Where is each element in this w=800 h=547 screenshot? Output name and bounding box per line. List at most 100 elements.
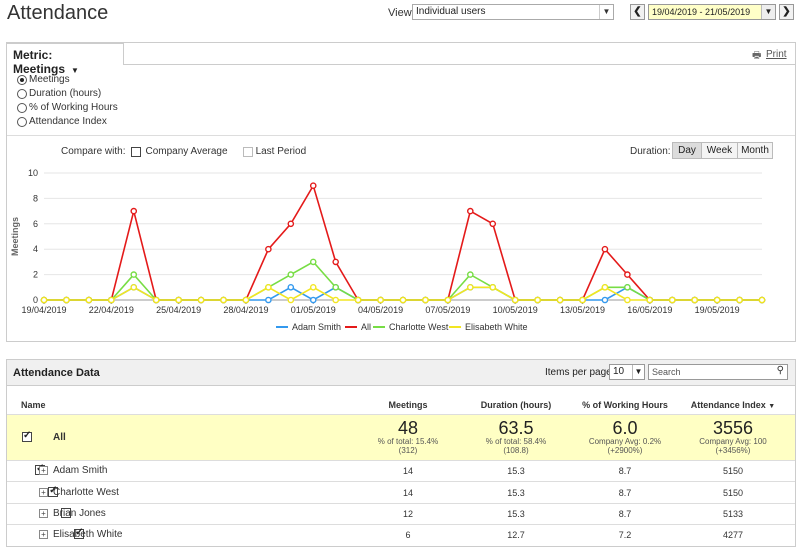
data-point [467,207,474,215]
chevron-down-icon: ▼ [599,5,613,19]
all-duration-sub1: % of total: 58.4% [485,437,547,446]
row-duration: 12.7 [507,530,525,540]
y-tick-label: 4 [33,244,38,254]
duration-label: Duration: [630,146,671,157]
data-point [332,284,339,291]
duration-week-button[interactable]: Week [701,142,738,159]
column-header-meetings[interactable]: Meetings [388,400,428,410]
data-point [601,245,609,253]
metric-tab-label: Metric: Meetings [13,48,66,76]
data-point [556,296,564,304]
metric-option-label: % of Working Hours [29,102,118,113]
data-point [85,296,93,304]
legend-item-elisabeth-white[interactable]: Elisabeth White [449,322,528,332]
search-placeholder: Search [652,367,681,377]
company-average-checkbox[interactable] [131,146,142,157]
data-point [489,284,497,291]
row-working-hours: 8.7 [618,488,632,498]
legend-swatch [449,326,461,328]
view-select-value: Individual users [416,6,486,17]
all-attendance-index-sub2: (+3456%) [715,446,751,455]
x-tick-label: 01/05/2019 [291,305,336,315]
column-header-name[interactable]: Name [21,400,46,410]
row-checkbox[interactable] [48,485,59,497]
radio-button[interactable] [17,116,27,127]
view-select[interactable]: Individual users ▼ [412,4,614,20]
select-all-checkbox[interactable] [22,430,32,442]
items-per-page-select[interactable]: 10 ▼ [609,364,645,380]
data-point [309,284,317,291]
expand-icon[interactable]: + [39,530,48,539]
data-point [736,296,743,304]
data-point [377,296,384,304]
all-attendance-index-sub1: Company Avg: 100 [699,437,767,446]
printer-icon[interactable]: 🖶 [752,50,762,61]
column-header-working-hours[interactable]: % of Working Hours [582,400,668,410]
legend-item-all[interactable]: All [345,322,371,332]
legend-swatch [373,326,385,328]
row-checkbox[interactable] [61,508,72,518]
data-point [646,296,654,304]
legend-item-adam-smith[interactable]: Adam Smith [276,322,341,332]
divider [7,524,795,525]
row-attendance-index: 5150 [722,466,744,476]
radio-button[interactable] [17,74,27,85]
date-range-picker[interactable]: 19/04/2019 - 21/05/2019 ▼ [648,4,776,20]
last-period-checkbox[interactable] [242,146,253,157]
metric-option-label: Meetings [29,74,70,85]
row-attendance-index: 5133 [722,509,744,519]
data-point [691,296,698,304]
expand-icon[interactable]: + [39,488,48,497]
search-input[interactable]: Search ⚲ [648,364,788,380]
legend-label: All [361,322,372,332]
radio-button[interactable] [17,88,27,99]
chevron-left-icon: ❮ [633,6,642,17]
column-header-attendance-index[interactable]: Attendance Index ▼ [681,400,785,410]
row-working-hours: 8.7 [618,466,632,476]
metric-dropdown-tab[interactable]: Metric: Meetings ▼ [6,43,124,76]
metric-option-attendance-index[interactable]: Attendance Index [17,116,107,127]
all-meetings-value: 48 [397,418,419,438]
page-title: Attendance [7,2,109,24]
data-point [399,296,407,304]
metric-option-meetings[interactable]: Meetings [17,74,70,85]
x-tick-label: 16/05/2019 [627,305,672,315]
search-icon[interactable]: ⚲ [776,365,784,376]
y-axis-label: Meetings [10,217,20,256]
print-link[interactable]: Print [766,49,787,60]
data-point [601,296,609,304]
data-point [668,296,676,304]
data-point [467,284,474,291]
data-point [309,258,317,266]
legend-item-charlotte-west[interactable]: Charlotte West [373,322,448,332]
data-point [422,296,429,304]
all-duration-value: 63.5 [498,418,534,438]
radio-button[interactable] [17,102,27,113]
chevron-down-icon: ▼ [761,5,775,19]
metric-option-duration[interactable]: Duration (hours) [17,88,101,99]
duration-month-button[interactable]: Month [737,142,773,159]
all-row-label: All [53,432,66,443]
duration-day-button[interactable]: Day [672,142,702,159]
expand-icon[interactable]: + [39,509,48,518]
y-tick-label: 6 [33,219,38,229]
prev-period-button[interactable]: ❮ [630,4,645,20]
expand-icon[interactable]: + [39,466,48,475]
row-checkbox[interactable] [74,527,85,539]
x-tick-label: 19/05/2019 [695,305,740,315]
legend-swatch [276,326,288,328]
row-name: Charlotte West [53,487,119,498]
data-point [534,296,541,304]
next-period-button[interactable]: ❯ [779,4,794,20]
chart-panel [6,42,796,342]
meetings-line-chart: 0 2 4 6 8 10 Meetings 19/04/2019 22/04/2019 25/04… [10,168,766,315]
metric-option-working-hours[interactable]: % of Working Hours [17,102,118,113]
data-point [287,220,295,228]
all-attendance-index-value: 3556 [712,418,754,438]
all-meetings-sub1: % of total: 15.4% [377,437,439,446]
x-tick-label: 19/04/2019 [21,305,66,315]
compare-with-group: Compare with: Company Average Last Perio… [61,146,306,157]
legend-label: Charlotte West [389,322,449,332]
row-meetings: 12 [402,509,413,519]
column-header-duration[interactable]: Duration (hours) [480,400,552,410]
